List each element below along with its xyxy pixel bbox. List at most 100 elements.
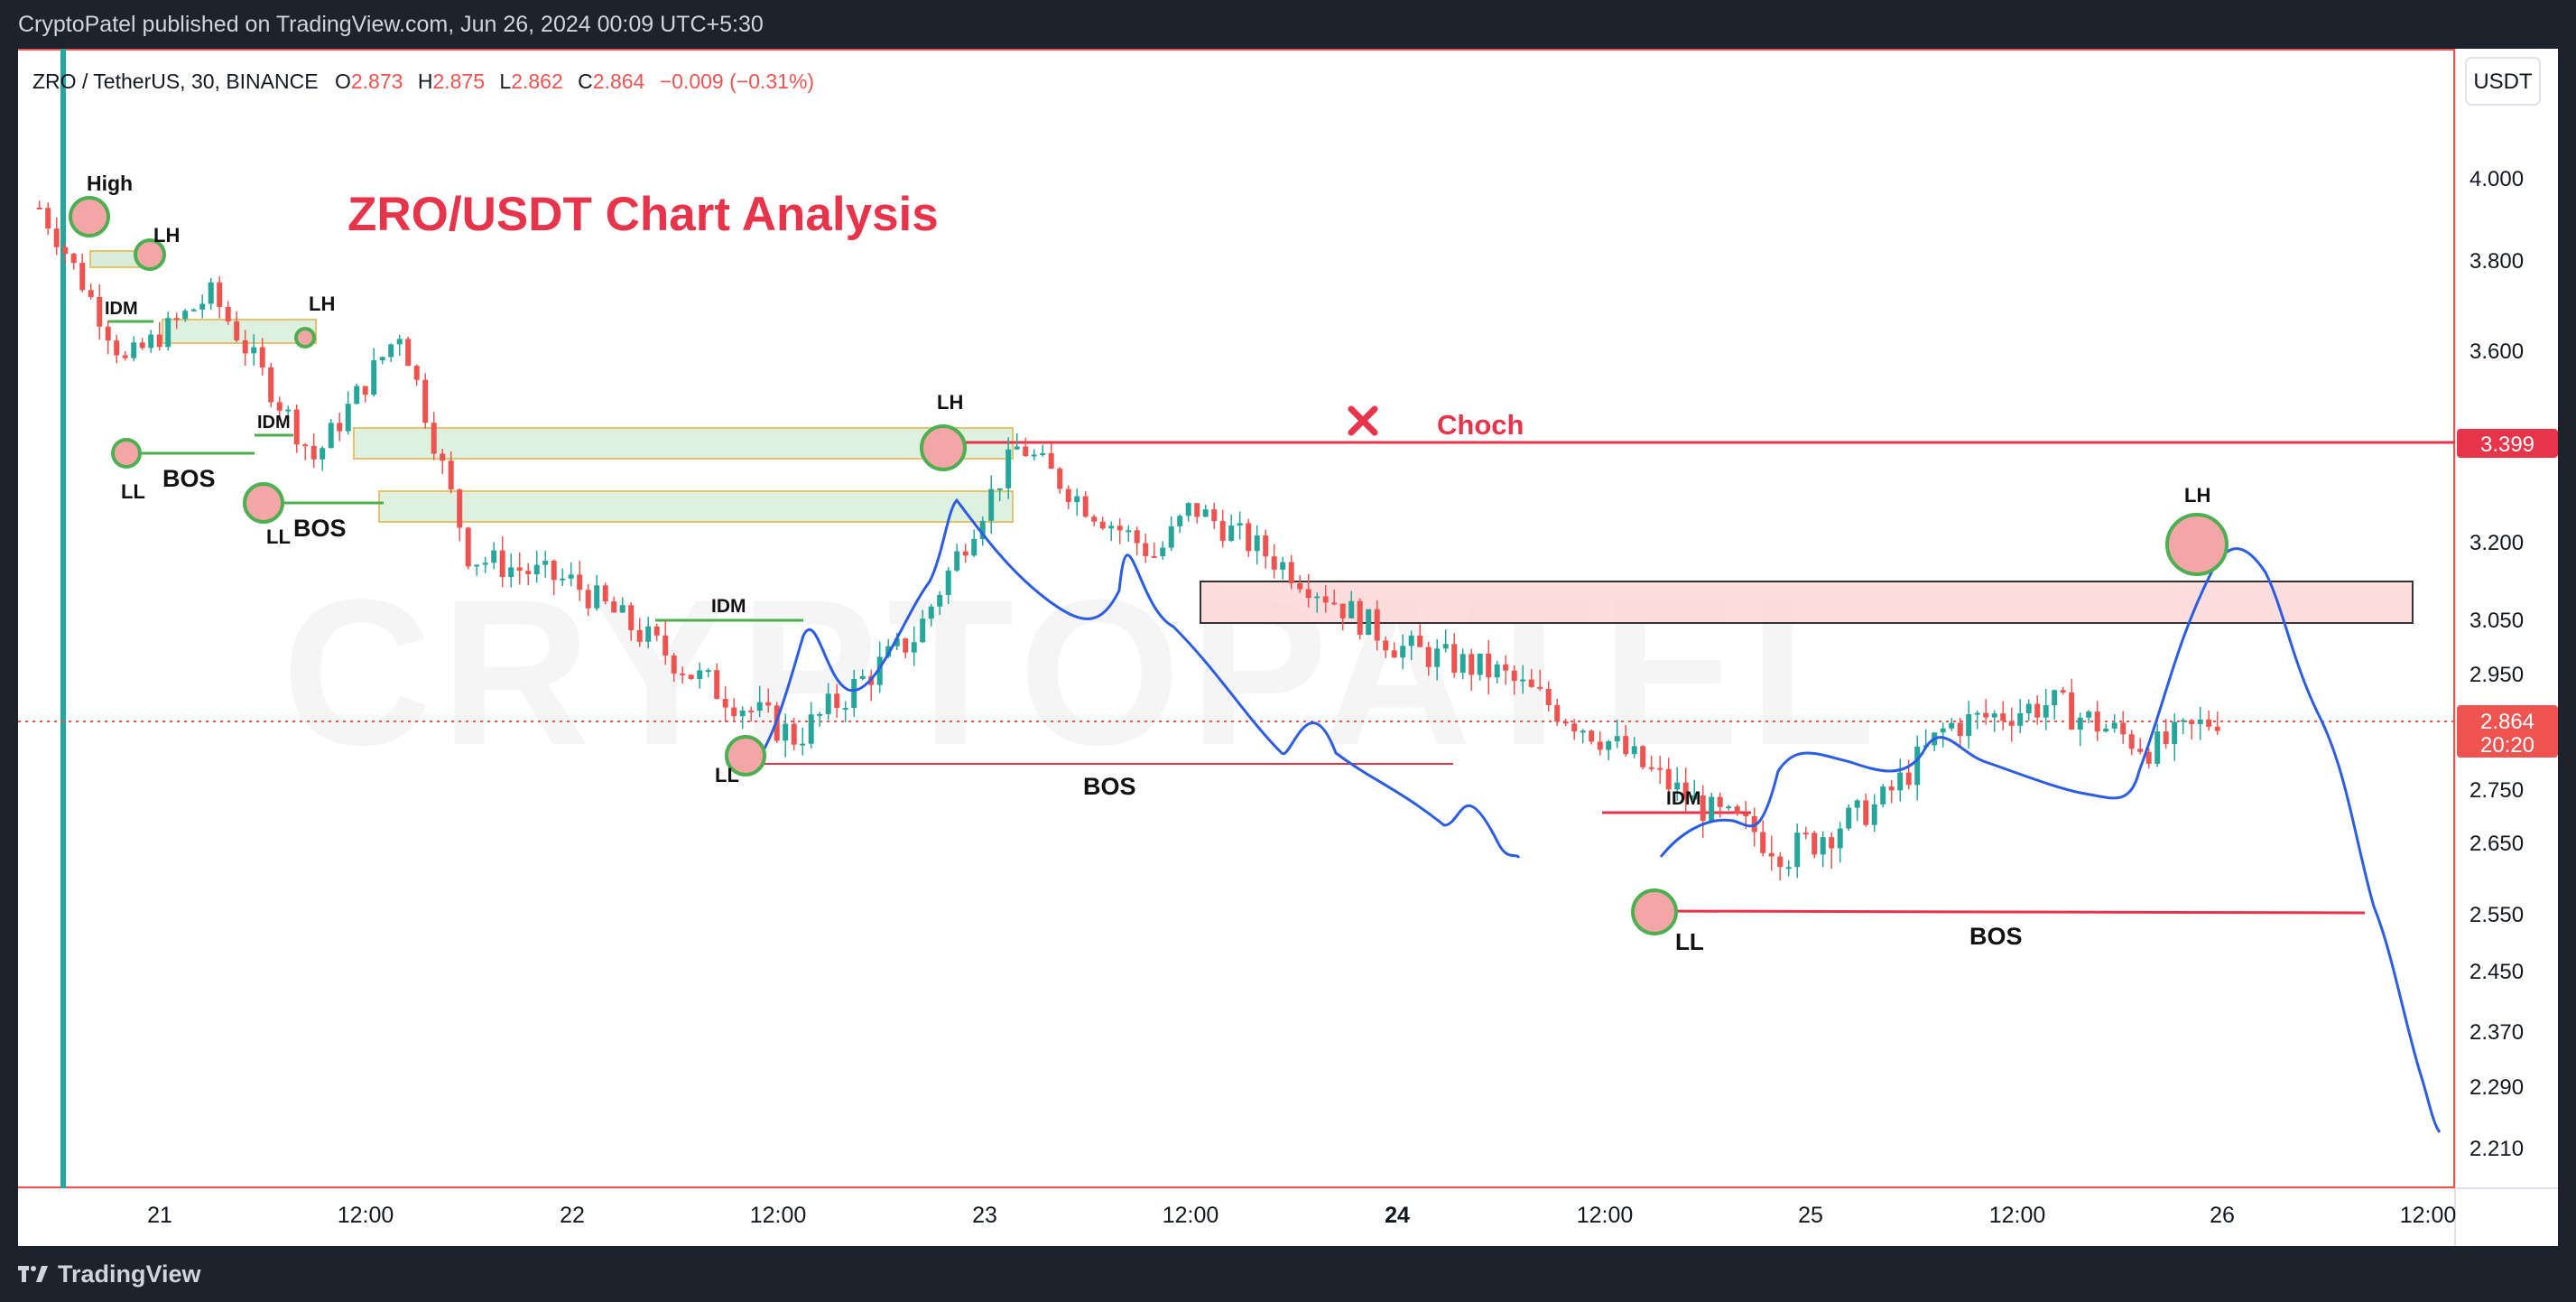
candle-body	[1014, 446, 1020, 450]
candle-body	[474, 564, 480, 567]
candle-body	[405, 339, 412, 367]
candle-body	[1271, 556, 1277, 570]
currency-label: USDT	[2473, 70, 2533, 94]
candle-body	[937, 594, 943, 607]
candle-body	[971, 538, 978, 556]
candle-body	[1459, 654, 1466, 673]
candle-body	[1417, 635, 1423, 647]
candle-body	[533, 564, 540, 574]
candle-body	[1966, 714, 1972, 736]
y-tick: 2.750	[2469, 778, 2524, 803]
currency-box[interactable]	[2465, 57, 2541, 106]
candle-body	[1983, 712, 1989, 718]
x-tick: 12:00	[1577, 1203, 1634, 1228]
candle-body	[688, 674, 694, 680]
candle-body	[97, 296, 103, 327]
label-lh-3: LH	[937, 391, 963, 414]
candle-body	[1854, 800, 1860, 808]
candle-body	[1991, 713, 1997, 718]
candles	[36, 200, 2220, 880]
time-axis[interactable]: 21 12:00 22 12:00 23 12:00 24 12:00 25 1…	[147, 1203, 2456, 1228]
y-tick: 2.650	[2469, 832, 2524, 856]
candle-body	[1023, 446, 1029, 457]
label-idm-4: IDM	[1666, 788, 1701, 809]
candle-body	[1640, 746, 1646, 767]
x-tick: 12:00	[1989, 1203, 2046, 1228]
candle-body	[1322, 596, 1329, 603]
candle-body	[945, 570, 951, 595]
candle-body	[1837, 828, 1843, 849]
zone-green-3	[353, 427, 1014, 460]
y-tick: 3.050	[2469, 609, 2524, 633]
candle-body	[731, 707, 737, 717]
candle-body	[765, 702, 772, 706]
candle-body	[268, 367, 274, 403]
candle-body	[1357, 600, 1363, 635]
candle-body	[1597, 741, 1603, 750]
candle-body	[2172, 721, 2178, 744]
candle-body	[1888, 786, 1895, 791]
candle-body	[911, 642, 917, 653]
marker-ll-4	[1631, 888, 1678, 935]
candle-body	[2086, 711, 2092, 718]
label-lh-2: LH	[309, 293, 335, 315]
candle-body	[697, 670, 703, 680]
candle-body	[440, 453, 446, 461]
y-tick: 2.290	[2469, 1075, 2524, 1100]
candle-body	[2008, 721, 2015, 726]
candle-body	[225, 307, 231, 321]
marker-ll-3	[725, 735, 766, 777]
label-lh-1: LH	[153, 224, 180, 246]
candle-body	[2034, 703, 2041, 718]
countdown-label: 20:20	[2480, 733, 2534, 758]
y-tick: 2.950	[2469, 663, 2524, 687]
candle-body	[516, 567, 523, 572]
candle-body	[1211, 509, 1218, 522]
candle-body	[310, 445, 317, 460]
candle-body	[577, 574, 583, 591]
candle-body	[680, 673, 686, 675]
candle-body	[783, 723, 789, 741]
candle-body	[2128, 734, 2135, 749]
candle-body	[1623, 736, 1629, 755]
candle-body	[602, 585, 608, 602]
candle-body	[1949, 722, 1955, 729]
ohlc-legend: ZRO / TetherUS, 30, BINANCE O2.873 H2.87…	[32, 70, 814, 93]
candle-body	[1477, 653, 1483, 675]
candle-body	[560, 578, 566, 581]
y-tick: 2.550	[2469, 903, 2524, 927]
price-axis[interactable]: USDT 4.000 3.800 3.600 3.200 3.050 2.950…	[2457, 57, 2558, 1161]
candle-body	[1237, 523, 1243, 526]
projection-path-2	[1659, 547, 2442, 1133]
chart-frame[interactable]: CRYPTOPATEL	[18, 49, 2558, 1246]
choch-price-badge	[2457, 429, 2558, 458]
candle-body	[1185, 503, 1191, 516]
candle-body	[1117, 525, 1123, 531]
candle-body	[2025, 703, 2032, 713]
candle-body	[1074, 496, 1080, 503]
candle-body	[2137, 749, 2144, 752]
candle-body	[714, 670, 720, 700]
candle-body	[988, 488, 995, 521]
candle-body	[1314, 596, 1320, 599]
candle-body	[1743, 814, 1749, 817]
candle-body	[2060, 690, 2066, 693]
candle-body	[722, 699, 728, 708]
chart-svg[interactable]: CRYPTOPATEL	[18, 49, 2558, 1246]
candle-body	[1829, 837, 1835, 849]
candle-body	[1451, 644, 1458, 673]
candle-body	[396, 339, 403, 345]
candle-body	[1065, 488, 1071, 503]
candle-body	[920, 618, 926, 643]
y-tick: 3.600	[2469, 339, 2524, 364]
marker-high	[69, 196, 110, 237]
candle-body	[2163, 731, 2169, 744]
candle-body	[276, 402, 283, 411]
close-icon	[1348, 405, 1378, 436]
candle-body	[894, 638, 900, 646]
candle-body	[996, 488, 1003, 490]
candle-body	[208, 282, 214, 304]
candle-body	[259, 347, 265, 368]
last-price-badge	[2457, 705, 2558, 758]
candle-body	[1700, 795, 1706, 821]
